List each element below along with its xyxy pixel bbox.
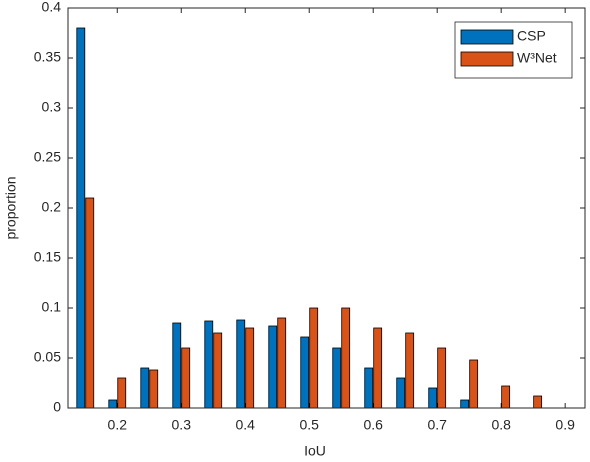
y-tick-label: 0.05	[34, 349, 61, 365]
bar	[149, 369, 159, 409]
bar	[172, 322, 182, 409]
y-tick-label: 0.4	[42, 0, 62, 15]
y-tick-label: 0.15	[34, 249, 61, 265]
bar	[460, 399, 470, 409]
x-tick-label: 0.7	[427, 417, 447, 433]
bar	[140, 367, 150, 409]
bar	[533, 395, 543, 409]
bar	[373, 327, 383, 409]
bar	[300, 336, 310, 409]
bar	[213, 332, 223, 409]
x-tick-label: 0.3	[172, 417, 192, 433]
axes-box	[67, 7, 586, 409]
x-tick-label: 0.6	[363, 417, 383, 433]
y-tick-label: 0.3	[42, 99, 62, 115]
y-axis-label: proportion	[3, 176, 19, 239]
y-tick-label: 0.2	[42, 199, 62, 215]
bar	[76, 27, 86, 409]
bar	[332, 347, 342, 409]
bar	[364, 367, 374, 409]
x-tick-label: 0.2	[108, 417, 128, 433]
bar	[469, 359, 479, 409]
legend-label: CSP	[517, 28, 546, 44]
bar	[277, 317, 287, 409]
bar	[117, 377, 127, 409]
bar	[236, 319, 246, 409]
y-tick-label: 0.1	[42, 299, 62, 315]
x-tick-label: 0.9	[555, 417, 575, 433]
bar	[501, 385, 511, 409]
bar	[309, 307, 319, 409]
legend-swatch	[460, 51, 514, 67]
legend-label: W³Net	[517, 50, 557, 66]
bar	[85, 197, 95, 409]
x-axis-label: IoU	[304, 443, 326, 459]
x-tick-label: 0.4	[236, 417, 256, 433]
bar	[181, 347, 191, 409]
x-tick-label: 0.5	[299, 417, 319, 433]
y-tick-label: 0.25	[34, 149, 61, 165]
y-tick-label: 0	[53, 399, 61, 415]
bar	[204, 320, 214, 409]
bar	[405, 332, 415, 409]
bar	[341, 307, 351, 409]
bar	[396, 377, 406, 409]
bar	[245, 327, 255, 409]
x-tick-label: 0.8	[491, 417, 511, 433]
bar	[108, 399, 118, 409]
bar	[437, 347, 447, 409]
legend-swatch	[460, 29, 514, 45]
bar	[268, 325, 278, 409]
y-tick-label: 0.35	[34, 49, 61, 65]
bar	[428, 387, 438, 409]
